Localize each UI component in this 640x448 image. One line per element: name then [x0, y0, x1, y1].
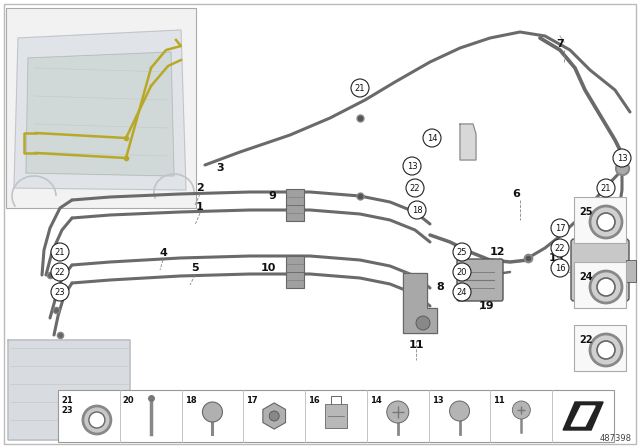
Polygon shape — [263, 403, 285, 429]
Text: 6: 6 — [512, 189, 520, 199]
Bar — [286, 256, 304, 288]
Circle shape — [351, 79, 369, 97]
Circle shape — [453, 263, 471, 281]
Circle shape — [51, 283, 69, 301]
Text: 22: 22 — [555, 244, 565, 253]
Text: 487398: 487398 — [600, 434, 632, 443]
Text: 5: 5 — [191, 263, 199, 273]
Text: 20: 20 — [457, 267, 467, 276]
Text: 19: 19 — [478, 301, 494, 311]
Circle shape — [590, 206, 622, 238]
Circle shape — [551, 239, 569, 257]
Circle shape — [597, 213, 615, 231]
Text: 25: 25 — [579, 207, 593, 217]
Text: 21: 21 — [601, 184, 611, 193]
Text: 22: 22 — [579, 335, 593, 345]
Bar — [626, 260, 636, 282]
Circle shape — [416, 316, 430, 330]
Polygon shape — [8, 340, 130, 440]
Text: 17: 17 — [555, 224, 565, 233]
Circle shape — [202, 402, 223, 422]
Circle shape — [597, 341, 615, 359]
Text: 12: 12 — [489, 247, 505, 257]
Circle shape — [403, 157, 421, 175]
Bar — [58, 390, 614, 442]
Text: 4: 4 — [159, 248, 167, 258]
Text: 3: 3 — [216, 163, 224, 173]
Bar — [574, 197, 626, 243]
Text: 24: 24 — [579, 272, 593, 282]
Bar — [325, 404, 347, 428]
Text: 21
23: 21 23 — [61, 396, 73, 415]
Text: 15: 15 — [548, 253, 564, 263]
Text: 16: 16 — [555, 263, 565, 272]
Text: 13: 13 — [406, 161, 417, 171]
Circle shape — [551, 219, 569, 237]
Circle shape — [590, 271, 622, 303]
Circle shape — [449, 401, 470, 421]
Text: 11: 11 — [408, 340, 424, 350]
Text: 8: 8 — [436, 282, 444, 292]
Bar — [6, 8, 196, 208]
Text: 20: 20 — [123, 396, 134, 405]
Circle shape — [51, 243, 69, 261]
Bar — [574, 325, 626, 371]
Circle shape — [551, 259, 569, 277]
Polygon shape — [563, 402, 603, 430]
Circle shape — [597, 278, 615, 296]
Text: 17: 17 — [246, 396, 258, 405]
Text: 21: 21 — [355, 83, 365, 92]
Polygon shape — [460, 124, 476, 160]
Text: 13: 13 — [431, 396, 444, 405]
FancyBboxPatch shape — [457, 259, 503, 301]
Polygon shape — [26, 52, 174, 176]
Polygon shape — [14, 30, 186, 190]
Text: 13: 13 — [617, 154, 627, 163]
FancyBboxPatch shape — [571, 239, 629, 301]
Text: 11: 11 — [493, 396, 505, 405]
Text: 14: 14 — [370, 396, 381, 405]
Circle shape — [51, 263, 69, 281]
Circle shape — [406, 179, 424, 197]
Text: 24: 24 — [457, 288, 467, 297]
Text: 25: 25 — [457, 247, 467, 257]
Text: 16: 16 — [308, 396, 320, 405]
Circle shape — [453, 283, 471, 301]
Text: 22: 22 — [410, 184, 420, 193]
Text: 22: 22 — [55, 267, 65, 276]
Circle shape — [513, 401, 531, 419]
Text: 14: 14 — [427, 134, 437, 142]
Polygon shape — [403, 273, 437, 333]
Text: 7: 7 — [556, 39, 564, 49]
Text: 23: 23 — [54, 288, 65, 297]
Circle shape — [83, 406, 111, 434]
Text: 10: 10 — [260, 263, 276, 273]
Circle shape — [387, 401, 409, 423]
Text: 18: 18 — [184, 396, 196, 405]
Text: 21: 21 — [55, 247, 65, 257]
Circle shape — [590, 334, 622, 366]
Text: 2: 2 — [196, 183, 204, 193]
Circle shape — [89, 412, 105, 428]
Circle shape — [613, 149, 631, 167]
Bar — [574, 262, 626, 308]
Text: 9: 9 — [268, 191, 276, 201]
Circle shape — [269, 411, 279, 421]
Circle shape — [453, 243, 471, 261]
Polygon shape — [571, 406, 595, 426]
Text: 18: 18 — [412, 206, 422, 215]
Circle shape — [408, 201, 426, 219]
Text: 1: 1 — [196, 202, 204, 212]
Circle shape — [423, 129, 441, 147]
Bar — [286, 189, 304, 221]
Circle shape — [597, 179, 615, 197]
